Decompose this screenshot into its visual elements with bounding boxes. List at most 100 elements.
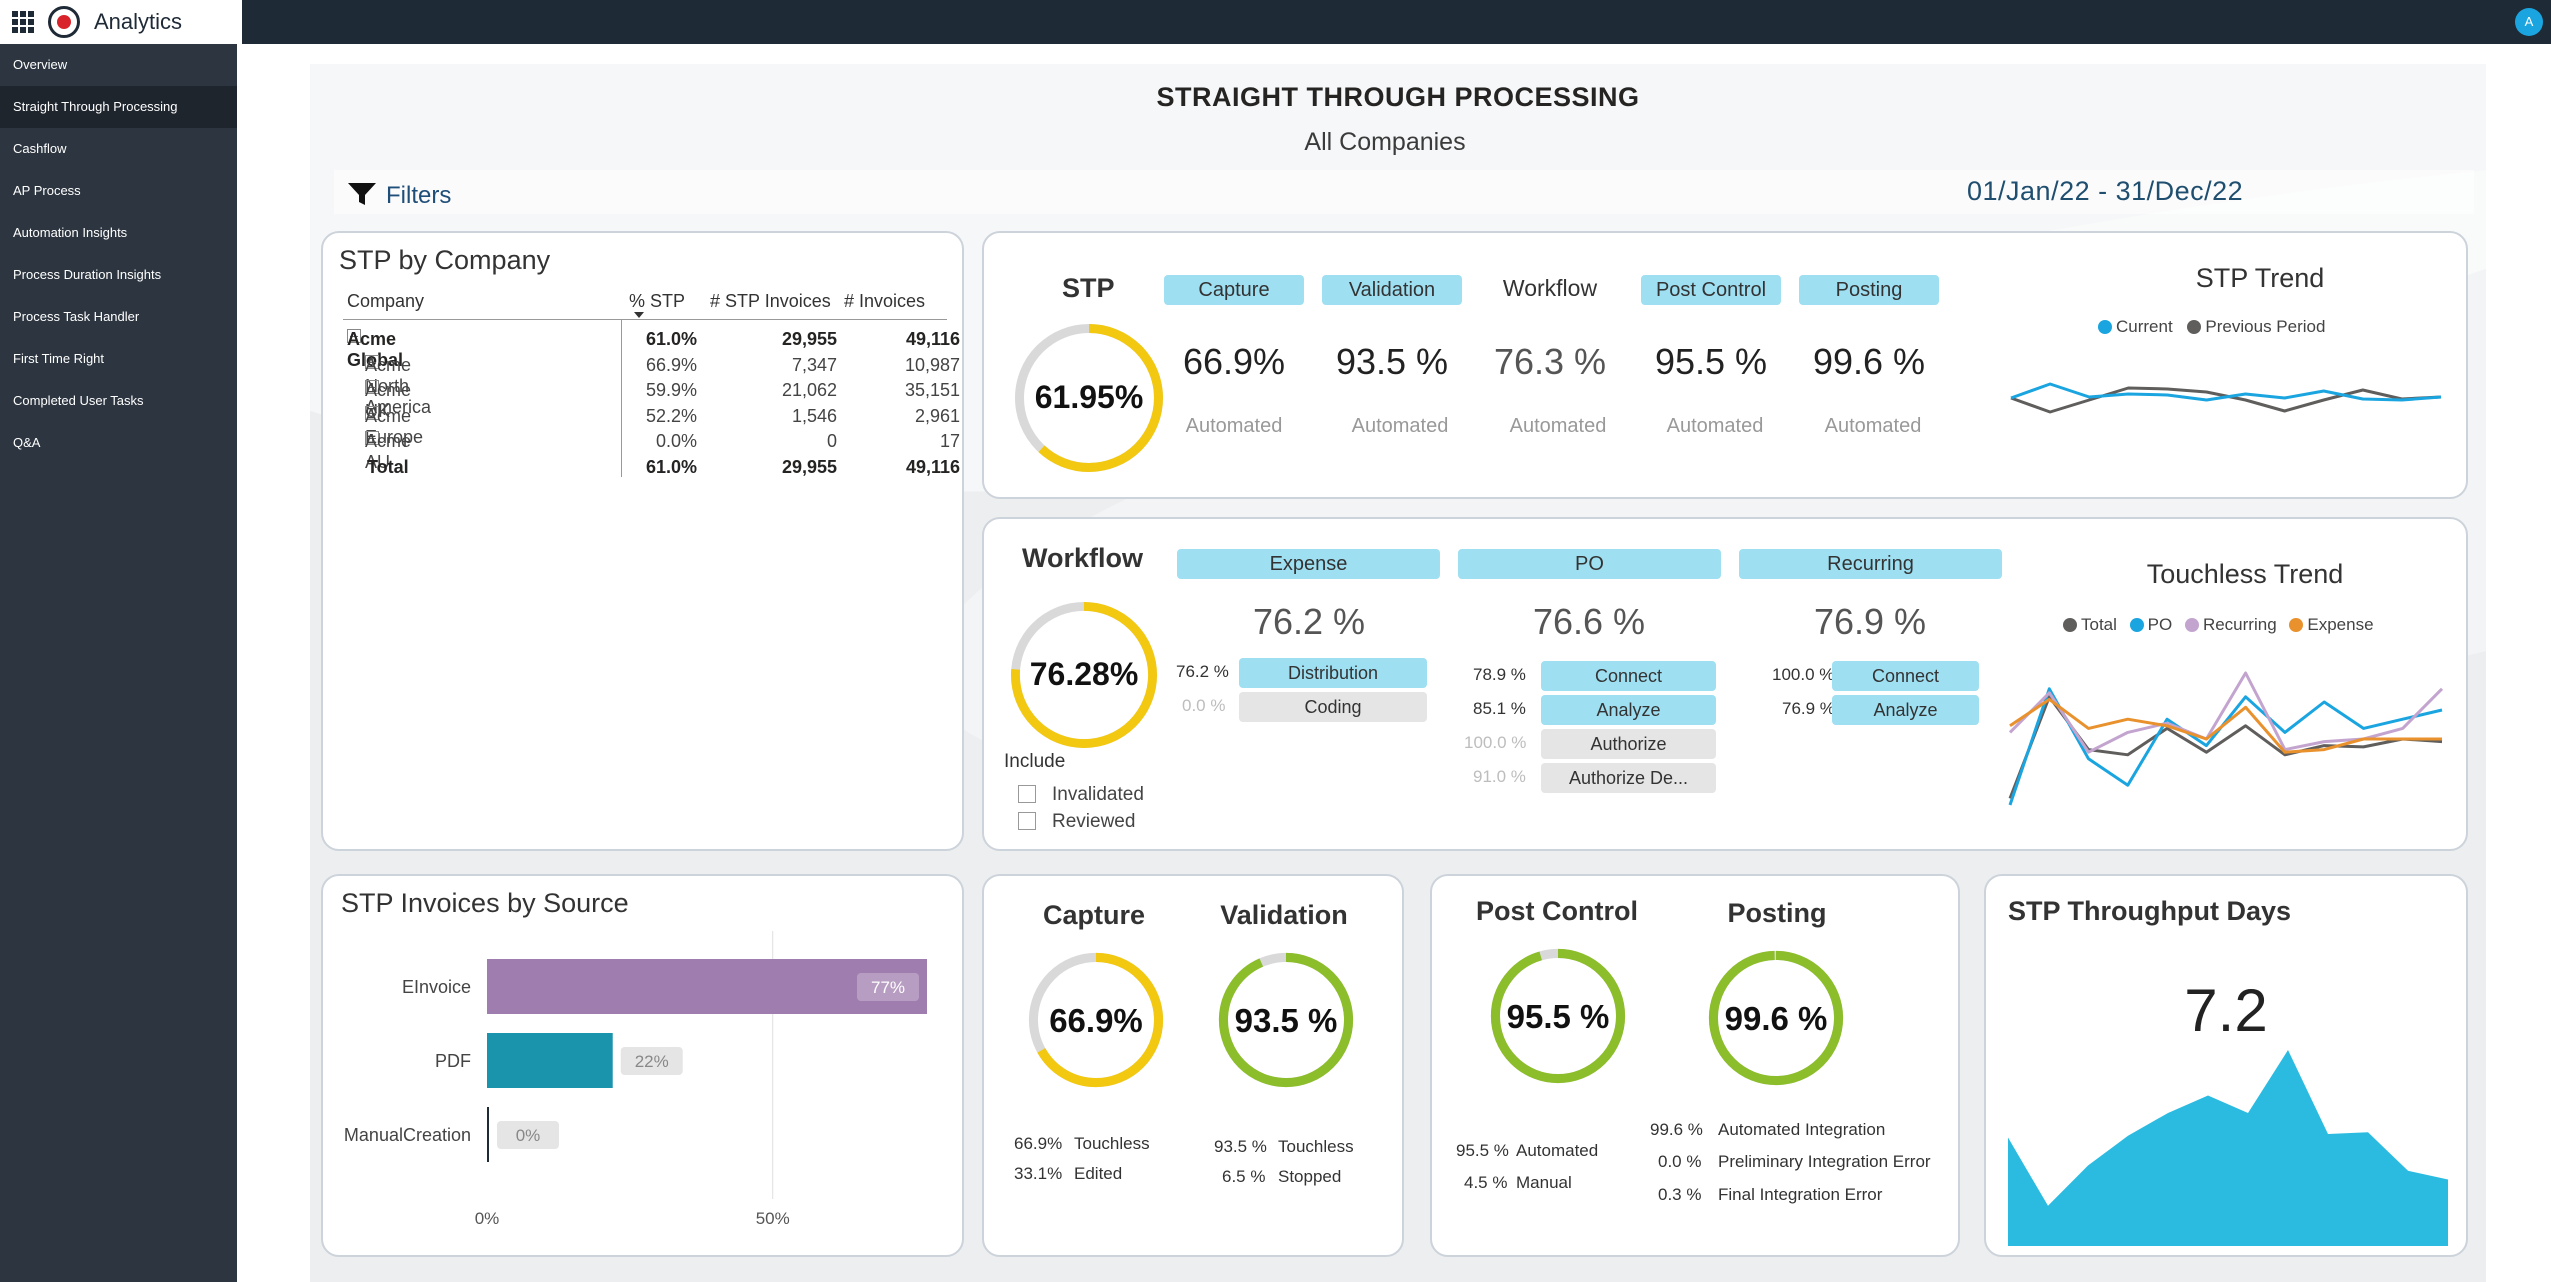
bar-einvoice[interactable] [487, 959, 927, 1014]
collapse-icon[interactable] [347, 329, 361, 343]
page-subtitle: All Companies [1304, 128, 1466, 156]
task-pill-distribution[interactable]: Distribution [1239, 658, 1427, 688]
sidebar-item-process-duration-insights[interactable]: Process Duration Insights [13, 267, 162, 282]
date-range: 01/Jan/22 - 31/Dec/22 [1967, 176, 2244, 206]
expand-icon[interactable] [365, 355, 379, 369]
stage-sub-capture: Automated [1185, 415, 1283, 437]
column-header-stp-invoices[interactable]: # STP Invoices [710, 291, 831, 311]
stage-sub-posting: Automated [1824, 415, 1922, 437]
data-label-bg [620, 1047, 683, 1075]
task-pill-authorize-de[interactable]: Authorize De... [1541, 763, 1716, 793]
post-control-gauge-value: 95.5 % [1506, 998, 1610, 1035]
bar-manualcreation[interactable] [487, 1107, 489, 1162]
card-title: STP by Company [339, 245, 551, 275]
sidebar: Overview Straight Through Processing Cas… [0, 44, 237, 1282]
invalidated-label[interactable]: Invalidated [1052, 784, 1144, 805]
task-pill-connect[interactable]: Connect [1541, 661, 1716, 691]
stage-pill-capture[interactable]: Capture [1164, 275, 1304, 305]
expand-icon[interactable] [365, 431, 379, 445]
task-pct: 85.1 % [1473, 699, 1526, 718]
workflow-gauge-value: 76.28% [1029, 656, 1139, 692]
table-row[interactable]: Acme Europe 52.2% 1,546 2,961 [365, 406, 960, 447]
task-pill-authorize[interactable]: Authorize [1541, 729, 1716, 759]
data-label: 77% [871, 978, 905, 997]
sidebar-item-completed-user-tasks[interactable]: Completed User Tasks [13, 393, 144, 408]
posting-label: Automated Integration [1718, 1120, 1886, 1139]
capture-gauge [1028, 952, 1164, 1088]
invoices-by-source-chart: EInvoice 77% PDF 22% ManualCreation 0% 0% 50% [344, 931, 927, 1228]
task-pill-analyze[interactable]: Analyze [1541, 695, 1716, 725]
avatar[interactable]: A [2515, 8, 2543, 36]
capture-label: Touchless [1074, 1134, 1150, 1153]
legend-marker-po [2129, 618, 2144, 632]
workflow-card: Workflow 76.28% Include Invalidated Revi… [982, 517, 2468, 851]
stp-by-company-card: STP by Company Company % STP # STP Invoi… [321, 231, 964, 851]
page-title: STRAIGHT THROUGH PROCESSING [1156, 82, 1640, 112]
validation-title: Validation [1220, 900, 1348, 930]
filter-bar [334, 170, 2474, 214]
stage-pill-post-control[interactable]: Post Control [1641, 275, 1781, 305]
sidebar-item-straight-through-processing[interactable]: Straight Through Processing [0, 86, 237, 128]
series-line-current [2010, 382, 2442, 402]
expand-icon[interactable] [365, 380, 379, 394]
table-row[interactable]: Acme AU 0.0% 0 17 [365, 431, 960, 472]
column-header-company[interactable]: Company [347, 291, 425, 311]
capture-gauge-value: 66.9% [1049, 1002, 1143, 1039]
card-title: STP Invoices by Source [341, 888, 629, 918]
task-pct: 100.0 % [1464, 733, 1527, 752]
gauge-fill [1028, 952, 1164, 1088]
posting-pct: 99.6 % [1650, 1120, 1703, 1139]
app-launcher-icon[interactable] [12, 11, 34, 33]
task-pill-coding[interactable]: Coding [1239, 692, 1427, 722]
category-label: ManualCreation [344, 1125, 471, 1145]
table-row[interactable]: Acme Global 61.0% 29,955 49,116 [347, 329, 960, 370]
invalidated-checkbox[interactable] [1018, 785, 1036, 803]
stp-gauge [1015, 324, 1163, 472]
capture-validation-card: Capture Validation 66.9% 93.5 % 66.9% To… [982, 874, 1404, 1257]
group-pill-expense[interactable]: Expense [1177, 549, 1440, 579]
table-row[interactable]: Acme UK 59.9% 21,062 35,151 [365, 380, 960, 421]
stage-pill-posting[interactable]: Posting [1799, 275, 1939, 305]
column-header-stp[interactable]: % STP [629, 291, 686, 311]
workflow-title: Workflow [1022, 543, 1143, 573]
group-pill-recurring[interactable]: Recurring [1739, 549, 2002, 579]
gauge-fill [1010, 601, 1158, 749]
stp-title: STP [1062, 273, 1115, 303]
stp-card: STP 61.95% Capture Validation Workflow P… [982, 231, 2468, 499]
group-pill-po[interactable]: PO [1458, 549, 1721, 579]
posting-pct: 0.3 % [1658, 1185, 1702, 1204]
expand-icon[interactable] [365, 406, 379, 420]
stage-label-workflow: Workflow [1502, 275, 1598, 301]
stage-sub-post-control: Automated [1666, 415, 1764, 437]
sidebar-item-cashflow[interactable]: Cashflow [13, 141, 67, 156]
reviewed-label[interactable]: Reviewed [1052, 811, 1136, 832]
bar-pdf[interactable] [487, 1033, 613, 1088]
series-line-expense [2009, 697, 2442, 754]
gauge-fill [1015, 324, 1163, 472]
post-control-posting-card: Post Control Posting 95.5 % 99.6 % 95.5 … [1430, 874, 1960, 1257]
task-pill-analyze-recurring[interactable]: Analyze [1832, 695, 1979, 725]
throughput-area [2008, 1050, 2448, 1246]
app-title: Analytics [94, 9, 183, 34]
filters-button[interactable]: Filters [386, 182, 452, 209]
sidebar-item-first-time-right[interactable]: First Time Right [13, 351, 105, 366]
task-pill-connect-recurring[interactable]: Connect [1832, 661, 1979, 691]
sidebar-item-process-task-handler[interactable]: Process Task Handler [13, 309, 140, 324]
sidebar-item-automation-insights[interactable]: Automation Insights [13, 225, 128, 240]
sidebar-item-ap-process[interactable]: AP Process [13, 183, 81, 198]
task-pct: 76.2 % [1176, 662, 1229, 681]
stp-trend-chart [2010, 382, 2442, 414]
sidebar-item-overview[interactable]: Overview [13, 57, 68, 72]
reviewed-checkbox[interactable] [1018, 812, 1036, 830]
group-value-expense: 76.2 % [1252, 601, 1366, 642]
sidebar-item-qa[interactable]: Q&A [13, 435, 41, 450]
column-header-invoices[interactable]: # Invoices [844, 291, 926, 311]
posting-label: Final Integration Error [1718, 1185, 1883, 1204]
x-tick-label: 50% [756, 1209, 790, 1228]
task-pct: 78.9 % [1473, 665, 1526, 684]
post-control-label: Manual [1516, 1173, 1572, 1192]
posting-label: Preliminary Integration Error [1718, 1152, 1931, 1171]
table-row[interactable]: Acme North America 66.9% 7,347 10,987 [365, 355, 960, 417]
filter-icon[interactable] [346, 180, 378, 208]
stage-pill-validation[interactable]: Validation [1322, 275, 1462, 305]
